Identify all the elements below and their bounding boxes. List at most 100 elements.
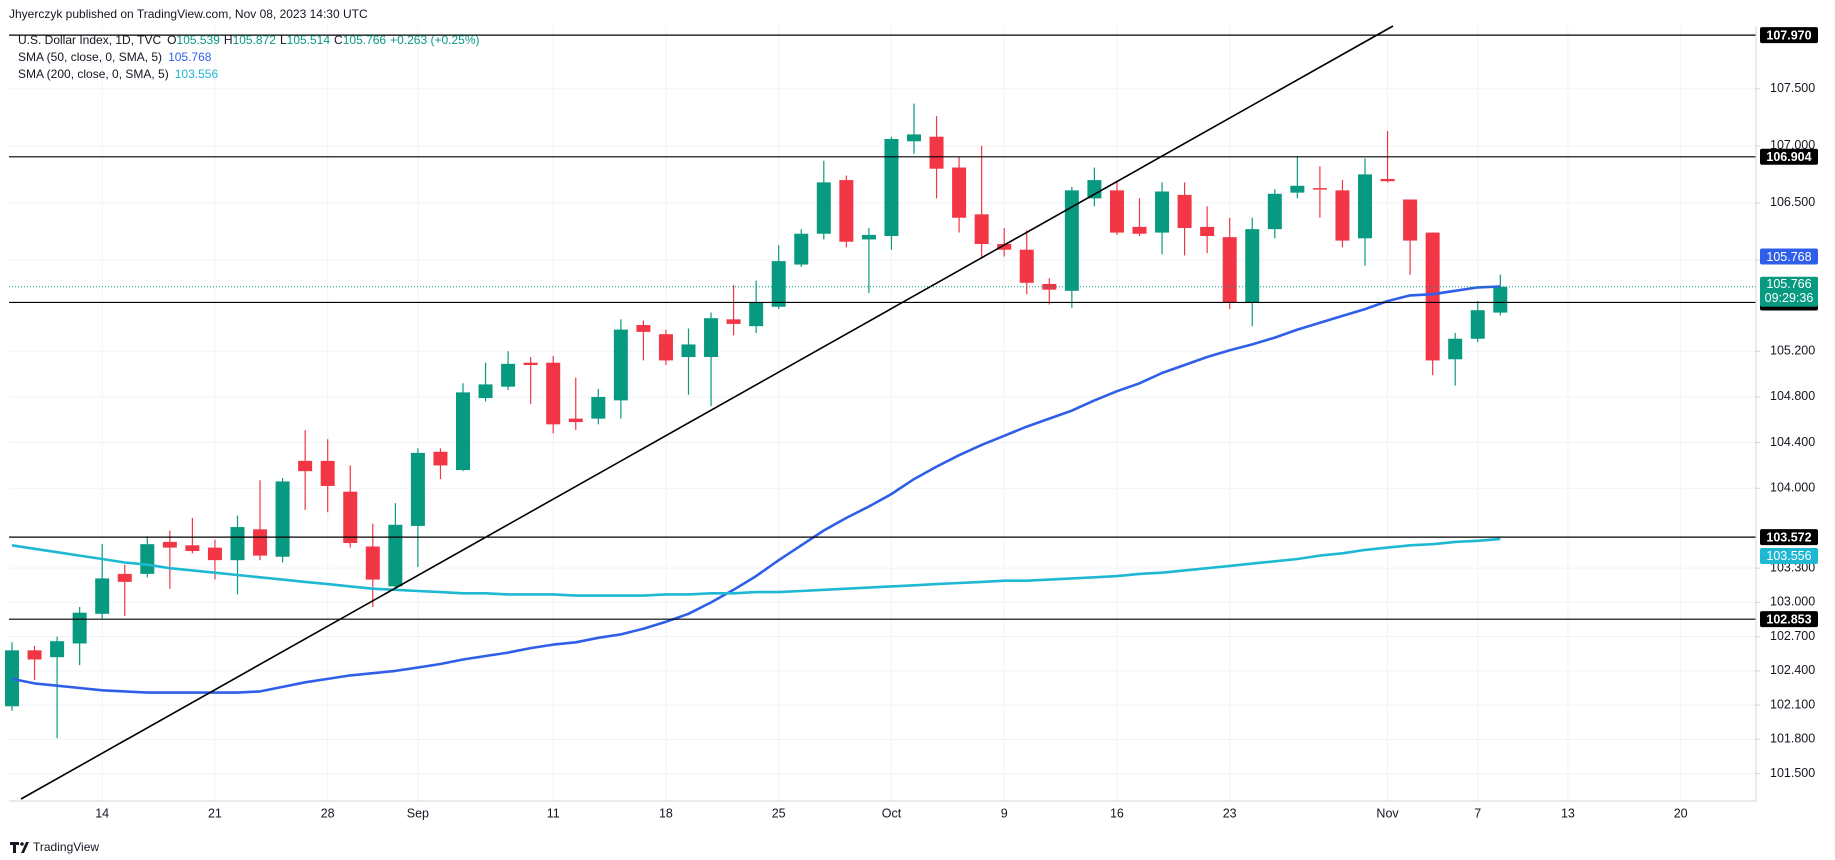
candle-body <box>207 547 222 561</box>
brand-logo <box>10 842 29 853</box>
legend-text: 105.766 <box>343 33 387 47</box>
legend-text: 103.556 <box>175 67 219 81</box>
sma-box <box>1760 248 1818 265</box>
candle-body <box>523 362 538 365</box>
legend-text: 105.872 <box>233 33 277 47</box>
candle-body <box>50 641 65 658</box>
level-box <box>1760 611 1818 628</box>
y-tick-label: 104.400 <box>1770 435 1815 449</box>
candle-body <box>658 334 673 361</box>
candle-body <box>1425 232 1440 361</box>
candle-body <box>1132 226 1147 234</box>
x-tick-label: 20 <box>1674 806 1688 820</box>
candle-body <box>974 214 989 245</box>
candle-body <box>726 319 741 324</box>
legend-text: U.S. Dollar Index, 1D, TVC <box>18 33 161 47</box>
legend-text: SMA (200, close, 0, SMA, 5) <box>18 67 169 81</box>
candle-body <box>365 546 380 580</box>
candle-body <box>162 541 177 548</box>
candle-body <box>839 180 854 242</box>
level-label: 106.904 <box>1766 150 1811 164</box>
x-tick-label: Nov <box>1376 806 1399 820</box>
sma-label: 103.556 <box>1766 549 1811 563</box>
sma-line <box>11 537 1501 597</box>
candle-body <box>771 261 786 307</box>
candle-body <box>5 650 19 707</box>
x-tick-label: 25 <box>772 806 786 820</box>
legend-text: L <box>280 33 287 47</box>
y-tick-label: 102.400 <box>1770 663 1815 677</box>
legend-series: SMA (200, close, 0, SMA, 5) 103.556 <box>18 67 218 81</box>
candle-body <box>410 452 425 526</box>
candle-body <box>1245 229 1260 303</box>
candle-body <box>861 234 876 240</box>
candle-body <box>1470 310 1485 339</box>
sma-line <box>11 285 1501 694</box>
candle-body <box>320 460 335 486</box>
candle-body <box>613 329 628 401</box>
legend-text: H <box>224 33 233 47</box>
x-tick-label: 11 <box>547 806 560 820</box>
logo-dot <box>20 842 24 846</box>
candle-body <box>1493 286 1508 313</box>
x-tick-label: 7 <box>1474 806 1481 820</box>
candle-body <box>253 529 268 556</box>
x-tick-label: 18 <box>659 806 673 820</box>
candle-body <box>1290 185 1305 193</box>
candle-body <box>794 233 809 265</box>
logo-icon <box>10 842 29 853</box>
candle-body <box>1155 191 1170 233</box>
candle-body <box>681 344 696 358</box>
candle-body <box>1087 180 1102 199</box>
candle-body <box>275 481 290 557</box>
y-tick-label: 107.500 <box>1770 81 1815 95</box>
y-tick-label: 101.800 <box>1770 732 1815 746</box>
level-label: 107.970 <box>1766 28 1811 42</box>
candle-body <box>1042 283 1057 290</box>
candle-body <box>816 182 831 234</box>
y-tick-label: 103.300 <box>1770 560 1815 574</box>
level-label: 102.853 <box>1766 612 1811 626</box>
candle-body <box>952 167 967 218</box>
candle-body <box>884 138 899 237</box>
y-tick-label: 102.100 <box>1770 697 1815 711</box>
x-tick-label: 21 <box>208 806 222 820</box>
level-box <box>1760 529 1818 546</box>
y-tick-label: 107.000 <box>1770 138 1815 152</box>
candle-body <box>1064 190 1079 291</box>
y-tick-label: 106.500 <box>1770 195 1815 209</box>
candle-body <box>1335 190 1350 241</box>
candle-body <box>1200 226 1215 237</box>
y-tick-label: 102.700 <box>1770 629 1815 643</box>
overlay: 107.970106.904105.628103.572102.853105.7… <box>9 27 1818 628</box>
candle-body <box>568 418 583 423</box>
candle-body <box>230 527 245 561</box>
candle-body <box>343 491 358 544</box>
candle-body <box>72 612 87 644</box>
last-price-box <box>1760 276 1818 307</box>
trend-line <box>20 25 1394 800</box>
legend-text: 105.768 <box>168 50 212 64</box>
candle-body <box>1019 249 1034 283</box>
legend-text: 105.539 <box>177 33 221 47</box>
candle-body <box>388 524 403 587</box>
candle-body <box>1403 199 1418 241</box>
candle-body <box>1312 188 1327 190</box>
last-price-label: 105.766 <box>1766 277 1811 291</box>
level-box <box>1760 27 1818 44</box>
legend-text: SMA (50, close, 0, SMA, 5) <box>18 50 162 64</box>
candle-body <box>140 544 155 574</box>
legend-text: C <box>334 33 343 47</box>
candle-body <box>749 302 764 327</box>
legend-series: SMA (50, close, 0, SMA, 5) 105.768 <box>18 50 212 64</box>
candle-body <box>704 318 719 358</box>
grid: 101.500 101.800 102.100 102.400 102.700 103.0… <box>9 26 1815 820</box>
y-tick-label: 103.000 <box>1770 595 1815 609</box>
candle-body <box>1177 194 1192 229</box>
plot <box>5 103 1508 739</box>
legend-main: U.S. Dollar Index, 1D, TVC O105.539 H105.8… <box>18 33 480 47</box>
x-tick-label: Oct <box>882 806 902 820</box>
candle-body <box>1222 237 1237 303</box>
y-tick-label: 105.200 <box>1770 344 1815 358</box>
